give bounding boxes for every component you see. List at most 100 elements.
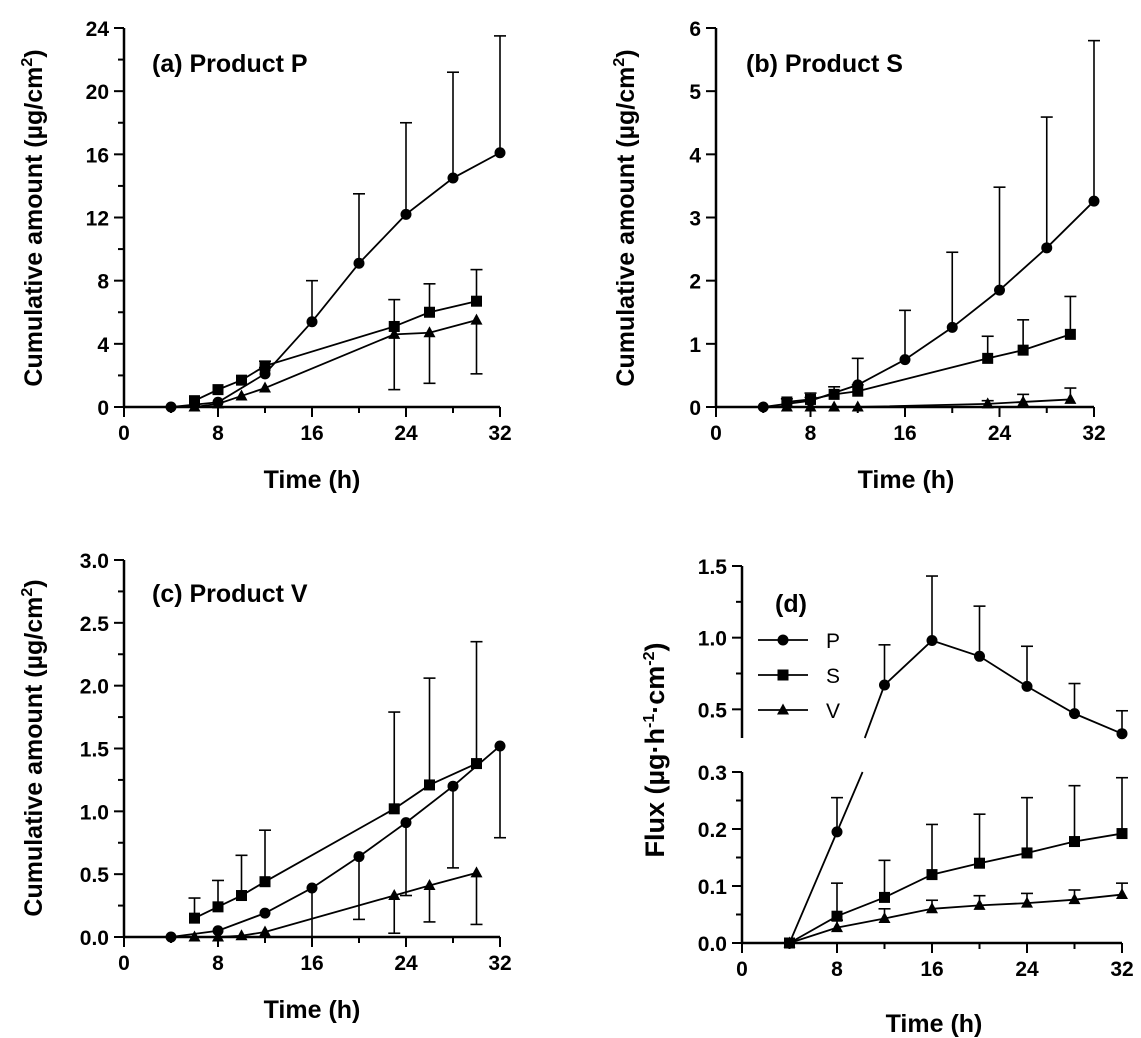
panel-d-y-tick-label: 0.5 — [698, 699, 728, 722]
panel-a-y-axis-title: Cumulative amount (µg/cm2) — [19, 49, 48, 386]
panel-b-x-tick-label: 16 — [893, 422, 916, 445]
panel-d-point-s — [1116, 828, 1128, 840]
panel-a-point-circle — [306, 316, 318, 328]
panel-c-point-triangle — [259, 925, 271, 937]
panel-d-legend-marker — [777, 703, 789, 715]
panel-d-point-p — [974, 650, 985, 662]
panel-d-point-s — [926, 869, 938, 881]
panel-a-point-triangle — [212, 397, 224, 409]
panel-a-point-square — [212, 384, 224, 396]
panel-c-point-square — [212, 901, 224, 913]
panel-a-point-triangle — [470, 313, 483, 325]
panel-d-point-v — [1068, 893, 1081, 905]
panel-c-title: (c) Product V — [152, 580, 308, 608]
panel-b-title: (b) Product S — [746, 50, 903, 78]
panel-a-x-tick-label: 16 — [300, 422, 323, 445]
panel-d-y-tick-label: 0.3 — [698, 762, 727, 785]
panel-a-point-circle — [353, 257, 365, 269]
panel-d-y-tick-label: 1.0 — [698, 628, 727, 651]
panel-d-point-s — [831, 910, 843, 922]
panel-c-y-tick-label: 3.0 — [80, 550, 109, 573]
panel-a-point-circle — [447, 172, 459, 184]
panel-b-point-triangle — [981, 397, 994, 409]
panel-a-point-triangle — [423, 326, 436, 338]
panel-d-point-p — [1021, 680, 1033, 692]
panel-b-y-tick-label: 3 — [689, 208, 701, 231]
panel-b-x-tick-label: 24 — [988, 422, 1012, 445]
panel-b-product-s: (b) Product S Time (h) Cumulative amount… — [611, 18, 1106, 494]
panel-d-point-v — [926, 902, 938, 914]
panel-a-y-tick-label: 8 — [97, 271, 109, 294]
panel-b-point-square — [982, 352, 994, 364]
panel-b-point-circle — [1088, 195, 1100, 207]
panel-b-point-triangle — [828, 400, 841, 412]
panel-d-series-s-line — [789, 832, 1123, 944]
panel-a-point-square — [471, 295, 482, 307]
panel-b-series-circle-line — [763, 200, 1095, 408]
panel-d-point-v — [878, 911, 891, 923]
panel-d-x-tick-label: 24 — [1015, 958, 1039, 981]
panel-d-legend-label: S — [826, 665, 840, 688]
panel-a-point-circle — [165, 401, 177, 413]
panel-c-x-tick-label: 24 — [394, 952, 418, 975]
panel-d-point-s — [1021, 847, 1033, 859]
panel-a-point-triangle — [235, 389, 248, 401]
panel-c-y-tick-label: 0.0 — [80, 927, 109, 950]
panel-d-point-s — [879, 891, 890, 903]
panel-a-product-p: (a) Product P Time (h) Cumulative amount… — [19, 18, 512, 494]
panel-b-y-tick-label: 6 — [689, 18, 701, 41]
panel-d-point-p — [926, 635, 938, 647]
panel-c-series-triangle-line — [194, 872, 477, 938]
panel-b-point-triangle — [804, 400, 817, 412]
panel-b-point-circle — [1041, 242, 1053, 254]
panel-c-point-square — [259, 876, 271, 888]
panel-c-point-square — [236, 890, 247, 902]
panel-a-y-tick-label: 16 — [86, 144, 109, 167]
panel-a-series-triangle-line — [194, 319, 477, 408]
panel-a-point-triangle — [259, 381, 271, 393]
panel-c-point-square — [424, 779, 435, 791]
panel-b-point-circle — [946, 321, 958, 333]
panel-c-x-axis-title: Time (h) — [264, 996, 361, 1024]
panel-c-point-square — [189, 912, 200, 924]
panel-a-x-axis-title: Time (h) — [264, 466, 361, 494]
panel-b-point-circle — [994, 284, 1005, 296]
panel-d-point-p — [831, 826, 843, 838]
panel-a-point-square — [259, 360, 271, 372]
panel-c-point-circle — [494, 740, 506, 752]
panel-c-point-triangle — [212, 930, 224, 942]
panel-b-point-square — [828, 388, 840, 400]
panel-d-y-tick-label: 0.1 — [698, 876, 728, 899]
panel-c-x-tick-label: 8 — [212, 952, 224, 975]
panel-b-point-square — [852, 385, 864, 397]
panel-b-y-tick-label: 4 — [689, 144, 701, 167]
panel-c-point-triangle — [235, 929, 248, 941]
panel-c-point-circle — [306, 882, 318, 894]
panel-d-point-v — [783, 936, 796, 948]
panel-d-series-v-line — [789, 893, 1123, 944]
panel-a-point-circle — [400, 208, 412, 220]
panel-d-point-s — [1069, 836, 1080, 848]
panel-b-y-axis-title: Cumulative amount (µg/cm2) — [611, 49, 640, 386]
panel-b-point-triangle — [1064, 392, 1077, 404]
panel-a-y-tick-label: 12 — [86, 208, 109, 231]
panel-b-point-triangle — [1017, 395, 1030, 407]
panel-d-x-axis-title: Time (h) — [886, 1010, 983, 1038]
panel-b-x-tick-label: 32 — [1082, 422, 1105, 445]
panel-a-y-tick-label: 0 — [97, 397, 109, 420]
panel-a-x-tick-label: 32 — [488, 422, 511, 445]
panel-b-y-tick-label: 0 — [689, 397, 701, 420]
panel-d-x-tick-label: 8 — [831, 958, 843, 981]
panel-b-point-triangle — [851, 400, 864, 412]
panel-c-y-axis-title: Cumulative amount (µg/cm2) — [19, 579, 48, 916]
panel-a-series-circle-line — [170, 151, 501, 408]
panel-c-point-circle — [400, 817, 412, 829]
panel-d-series-p-line-upper — [863, 639, 1123, 739]
panel-b-y-tick-label: 5 — [689, 81, 701, 104]
panel-d-point-p — [1116, 728, 1128, 740]
panel-a-point-circle — [494, 147, 506, 159]
panel-a-point-square — [424, 306, 435, 318]
panel-c-point-circle — [353, 851, 365, 863]
panel-c-point-triangle — [188, 930, 201, 942]
